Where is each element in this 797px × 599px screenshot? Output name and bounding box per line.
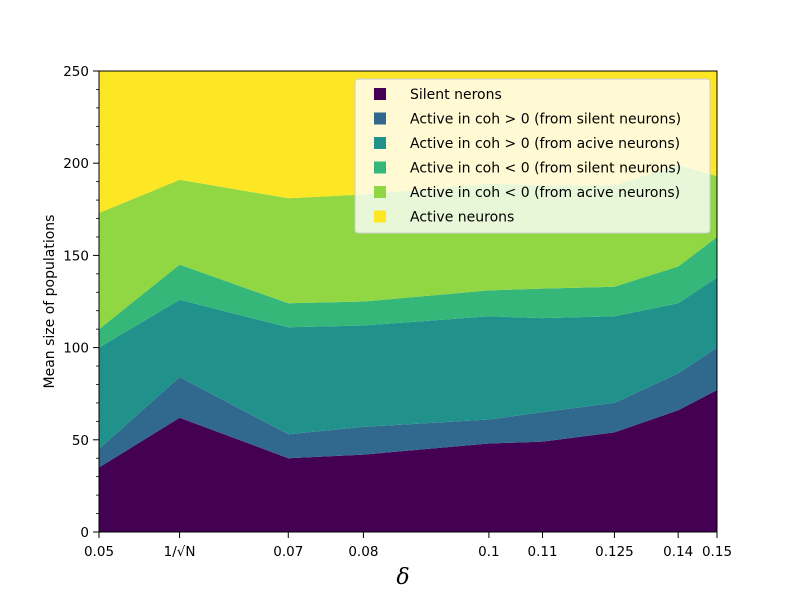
y-axis: 0 50 100 150 200 250 — [63, 64, 99, 541]
plot-frame — [98, 70, 718, 533]
y-tick-label: 150 — [63, 248, 89, 264]
x-tick-label: 0.05 — [84, 544, 114, 560]
legend-box — [354, 78, 711, 234]
legend-swatch — [374, 186, 386, 198]
x-tick-label: 0.15 — [702, 544, 732, 560]
x-tick-label: 1/√N — [164, 544, 196, 560]
x-axis: 0.05 1/√N 0.07 0.08 0.1 0.11 0.125 0.14 0.15 — [84, 532, 732, 560]
legend-swatch — [374, 88, 386, 100]
legend-swatch — [374, 112, 386, 125]
legend-swatch — [374, 161, 386, 174]
legend-entry: Active in coh < 0 (from silent neurons) — [410, 161, 681, 177]
legend-entry: Active neurons — [410, 210, 514, 226]
y-axis-label: Mean size of populations — [42, 215, 58, 389]
y-tick-label: 200 — [63, 156, 89, 172]
x-axis-label: δ — [396, 565, 409, 590]
x-tick-label: 0.14 — [663, 544, 693, 560]
y-tick-label: 100 — [63, 341, 89, 357]
x-tick-label: 0.1 — [478, 544, 499, 560]
legend-entry: Active in coh > 0 (from silent neurons) — [410, 112, 681, 128]
area-series-4 — [99, 237, 717, 348]
x-tick-label: 0.08 — [348, 544, 378, 560]
legend-entry: Active in coh < 0 (from acive neurons) — [410, 185, 680, 201]
y-tick-label: 50 — [72, 433, 89, 449]
area-series-1 — [99, 390, 717, 532]
x-tick-label: 0.125 — [595, 544, 634, 560]
area-series-2 — [99, 347, 717, 468]
legend-swatch — [374, 210, 386, 223]
legend-swatch — [374, 137, 386, 149]
x-tick-label: 0.07 — [273, 544, 303, 560]
area-series-3 — [99, 277, 717, 449]
legend: Silent nerons Active in coh > 0 (from sil… — [354, 78, 711, 234]
y-tick-label: 0 — [80, 525, 89, 541]
x-tick-label: 0.11 — [527, 544, 557, 560]
legend-entry: Silent nerons — [410, 87, 502, 103]
legend-entry: Active in coh > 0 (from acive neurons) — [410, 136, 680, 152]
y-tick-label: 250 — [63, 64, 89, 80]
